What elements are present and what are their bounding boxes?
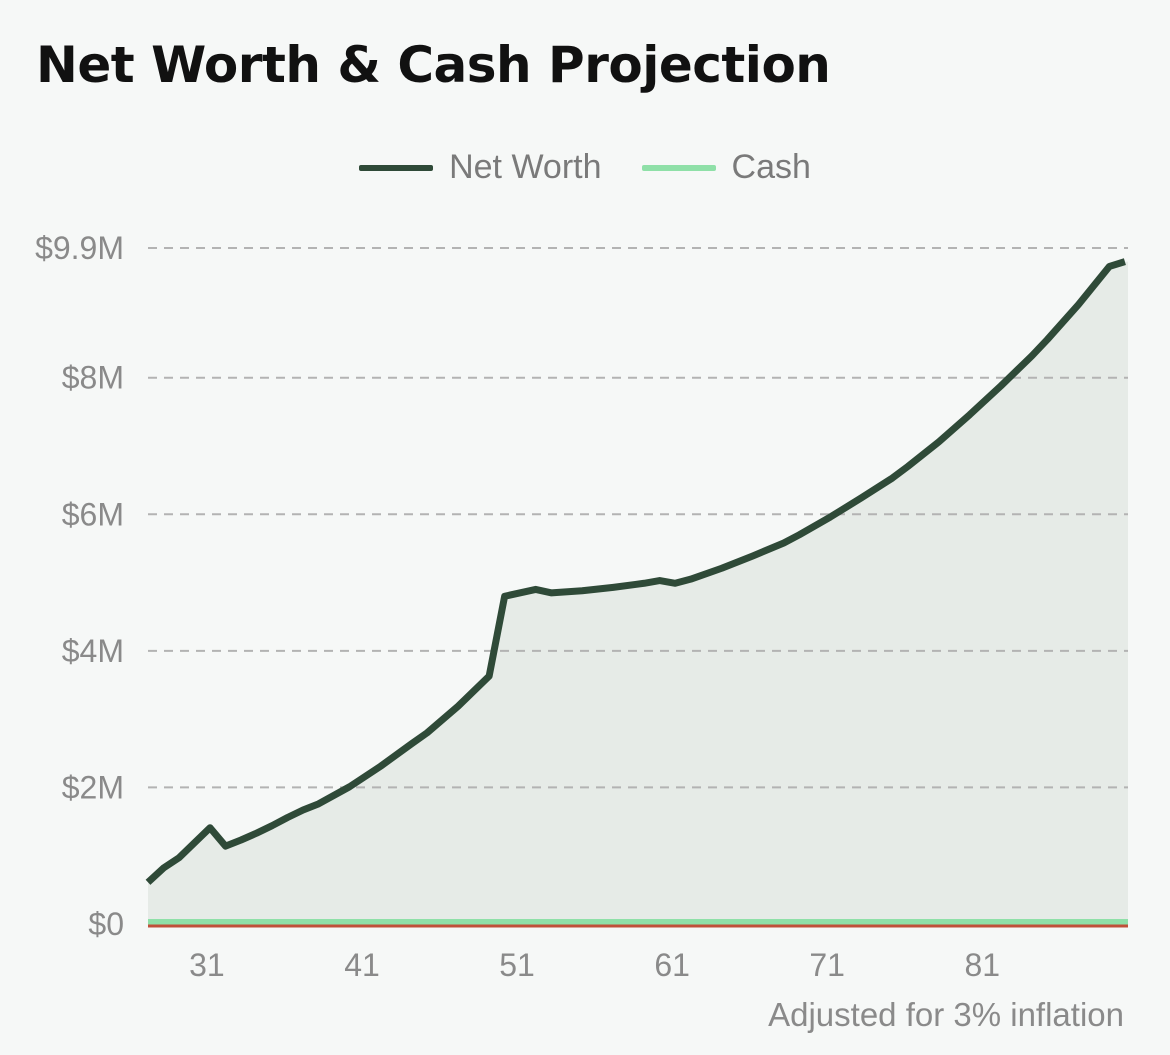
net-worth-line xyxy=(145,258,1126,885)
y-tick-label: $8M xyxy=(62,360,124,396)
y-tick-label: $4M xyxy=(62,633,124,669)
y-tick-label: $9.9M xyxy=(35,230,124,266)
y-tick-label: $2M xyxy=(62,769,124,805)
x-tick-label: 61 xyxy=(654,947,690,983)
chart-legend: Net Worth Cash xyxy=(0,148,1170,187)
legend-swatch-cash xyxy=(641,164,716,171)
x-tick-label: 71 xyxy=(809,947,845,983)
y-tick-label: $0 xyxy=(88,906,124,942)
x-tick-label: 41 xyxy=(344,947,380,983)
x-tick-label: 81 xyxy=(964,947,1000,983)
legend-item-net-worth[interactable]: Net Worth xyxy=(359,148,602,187)
x-tick-label: 31 xyxy=(189,947,225,983)
legend-label-net-worth: Net Worth xyxy=(449,148,602,186)
net-worth-area xyxy=(148,261,1128,924)
legend-swatch-net-worth xyxy=(359,164,434,171)
legend-item-cash[interactable]: Cash xyxy=(641,148,811,187)
legend-label-cash: Cash xyxy=(731,148,811,186)
x-tick-label: 51 xyxy=(499,947,535,983)
y-tick-label: $6M xyxy=(62,496,124,532)
chart-title: Net Worth & Cash Projection xyxy=(36,36,831,94)
inflation-footnote: Adjusted for 3% inflation xyxy=(768,996,1124,1033)
